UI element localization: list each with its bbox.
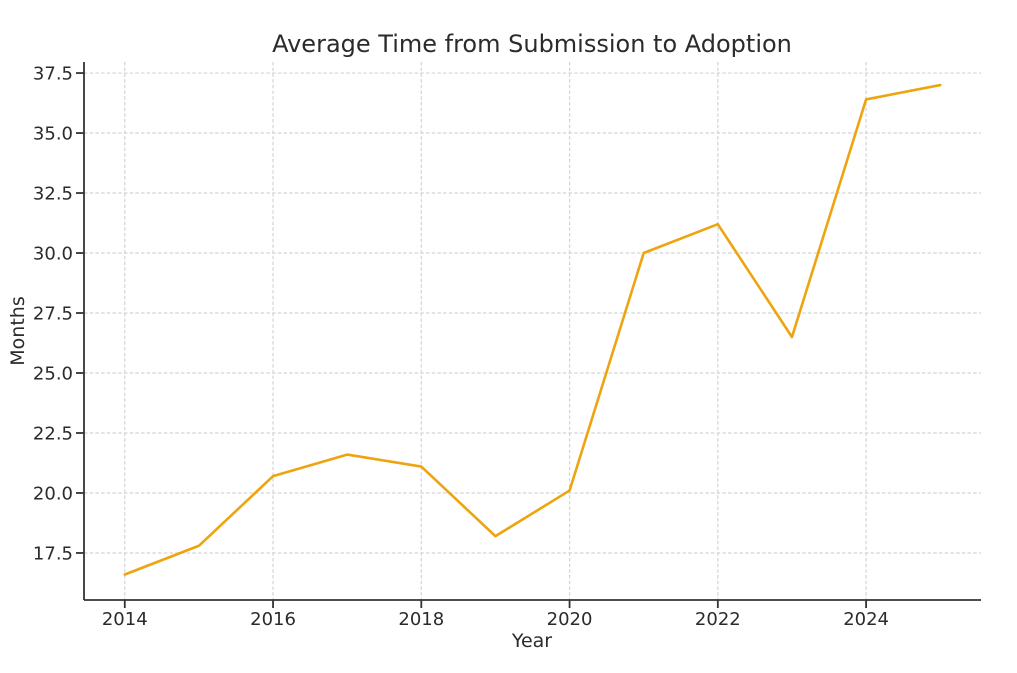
x-tick-label: 2016 — [250, 609, 296, 630]
axes-spines — [83, 62, 981, 601]
y-tick-label: 20.0 — [33, 483, 73, 504]
x-axis-label: Year — [511, 630, 552, 652]
y-tick-label: 30.0 — [33, 244, 73, 265]
chart-title: Average Time from Submission to Adoption — [272, 30, 792, 58]
y-tick-label: 37.5 — [33, 64, 73, 85]
y-tick-label: 35.0 — [33, 124, 73, 145]
y-tick-label: 25.0 — [33, 363, 73, 384]
data-line — [123, 83, 942, 576]
x-tick-label: 2022 — [695, 609, 741, 630]
x-tick-label: 2018 — [398, 609, 444, 630]
y-tick-label: 32.5 — [33, 184, 73, 205]
gridlines — [84, 62, 981, 600]
y-tick-label: 17.5 — [33, 543, 73, 564]
y-tick-label: 22.5 — [33, 423, 73, 444]
y-axis-label: Months — [7, 296, 29, 365]
data-series — [123, 83, 942, 576]
x-tick-label: 2024 — [843, 609, 889, 630]
y-tick-label: 27.5 — [33, 304, 73, 325]
x-tick-label: 2020 — [547, 609, 593, 630]
axis-ticks: 2014 2016 2018 2020 2022 2024 17.5 20.0 22.5 25.0… — [33, 64, 889, 630]
x-tick-label: 2014 — [102, 609, 148, 630]
